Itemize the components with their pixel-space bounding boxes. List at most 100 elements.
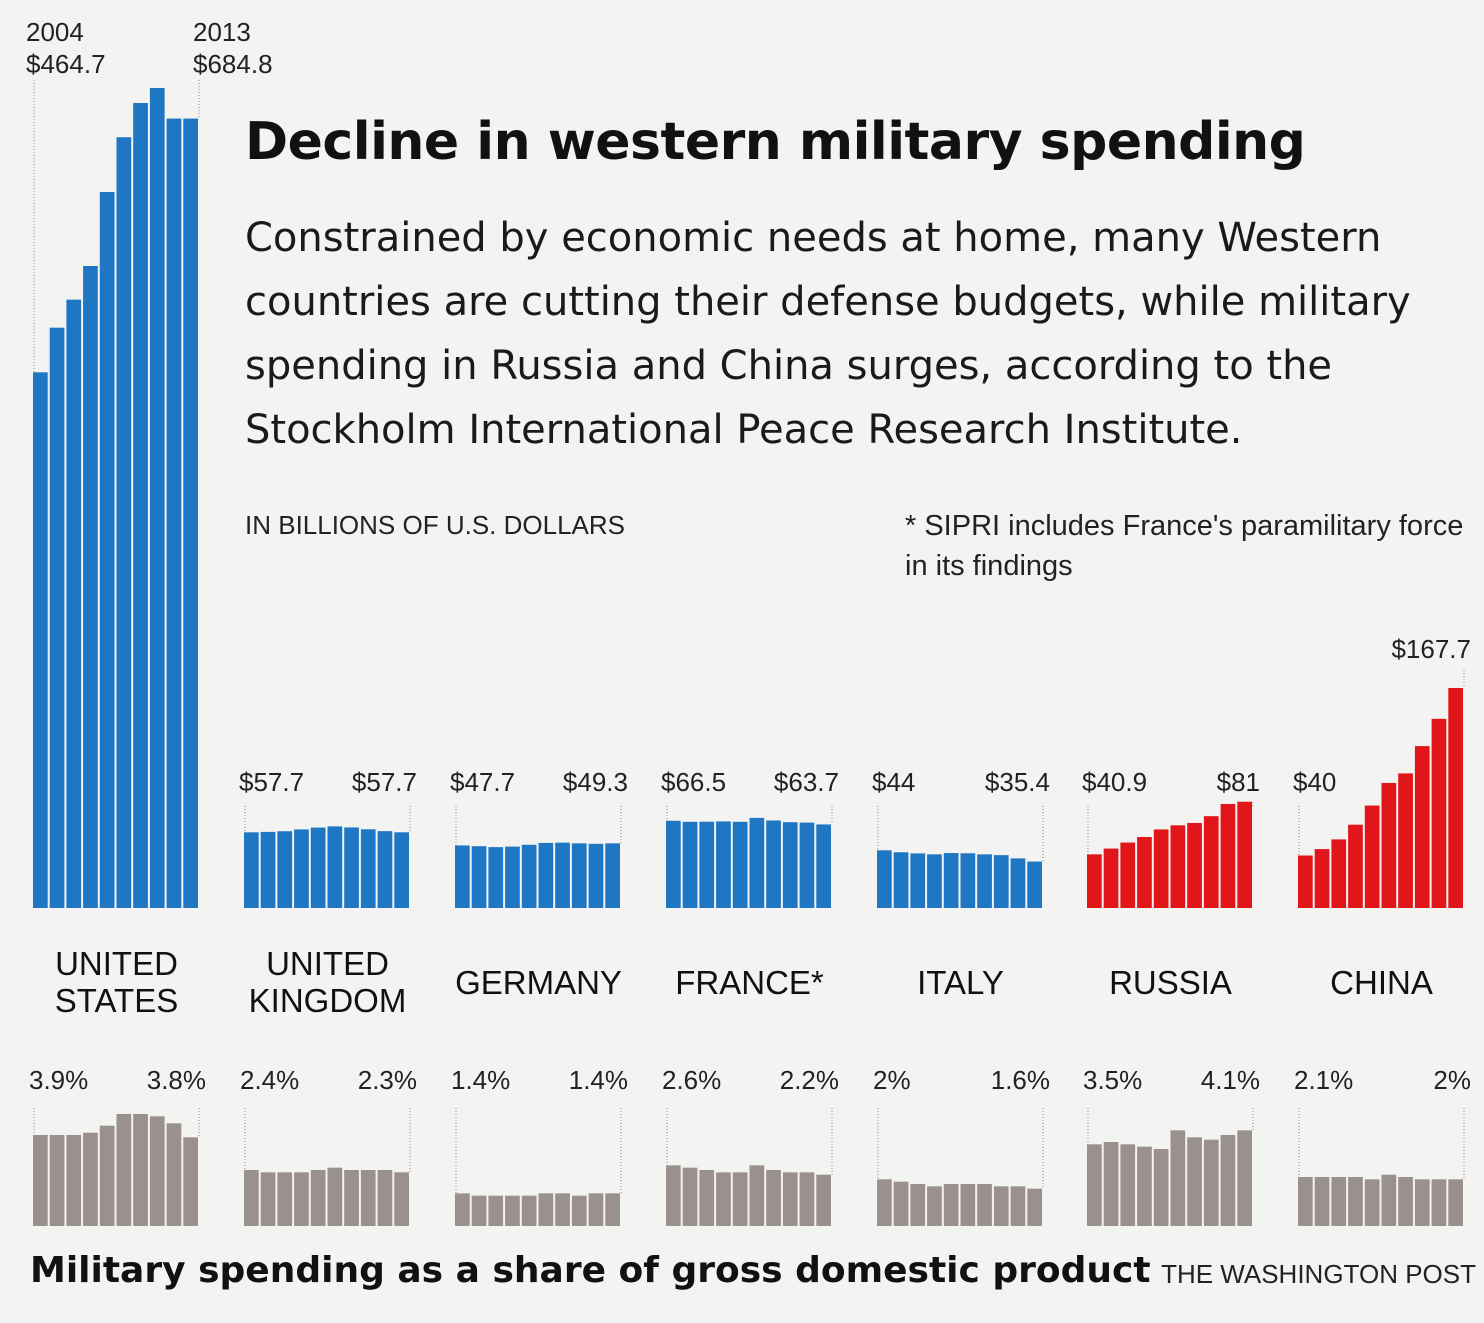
gdp-bar-china-2007 <box>1348 1177 1363 1226</box>
spending-bar-russia-2006 <box>1120 842 1136 908</box>
spending-bar-france-2007 <box>716 821 731 908</box>
gdp-bar-united-kingdom-2005 <box>260 1172 276 1226</box>
gdp-label-first: 2.4% <box>240 1065 299 1095</box>
spending-bar-germany-2013 <box>605 843 620 908</box>
gdp-bar-france-2007 <box>716 1172 731 1226</box>
gdp-bar-united-kingdom-2007 <box>294 1172 309 1226</box>
gdp-bar-russia-2005 <box>1103 1142 1119 1226</box>
country-label-line: STATES <box>55 982 178 1019</box>
gdp-bar-germany-2005 <box>471 1195 487 1226</box>
spending-bar-italy-2007 <box>927 854 942 908</box>
gdp-bar-france-2009 <box>749 1165 765 1226</box>
gdp-bar-united-kingdom-2004 <box>244 1170 259 1226</box>
spending-bar-germany-2004 <box>455 845 470 908</box>
country-label: ITALY <box>917 964 1004 1001</box>
gdp-bar-united-states-2012 <box>166 1123 182 1226</box>
spending-bar-italy-2013 <box>1027 861 1042 908</box>
gdp-bar-italy-2004 <box>877 1179 892 1226</box>
source-credit: THE WASHINGTON POST <box>1161 1259 1476 1289</box>
spending-bar-italy-2004 <box>877 850 892 908</box>
value-label-last: $49.3 <box>563 767 628 797</box>
value-label-last: $57.7 <box>352 767 417 797</box>
gdp-label-first: 2% <box>873 1065 911 1095</box>
value-label-last: $684.8 <box>193 49 273 79</box>
gdp-bar-united-states-2013 <box>183 1137 198 1226</box>
year-label-first: 2004 <box>26 17 84 47</box>
spending-bar-russia-2004 <box>1087 854 1102 908</box>
gdp-bar-france-2013 <box>816 1174 831 1226</box>
country-label: CHINA <box>1330 964 1433 1001</box>
gdp-bar-russia-2011 <box>1203 1139 1219 1226</box>
spending-bar-russia-2011 <box>1203 816 1219 908</box>
gdp-bar-united-states-2011 <box>149 1116 165 1226</box>
spending-bar-united-states-2010 <box>133 102 148 909</box>
gdp-bar-china-2005 <box>1314 1177 1330 1226</box>
gdp-label-first: 2.1% <box>1294 1065 1353 1095</box>
gdp-bar-united-states-2004 <box>33 1135 48 1226</box>
gdp-bar-italy-2008 <box>943 1184 959 1226</box>
gdp-bar-china-2010 <box>1398 1177 1413 1226</box>
spending-bar-italy-2011 <box>993 855 1009 908</box>
spending-bar-united-states-2011 <box>149 88 165 908</box>
spending-bar-russia-2005 <box>1103 848 1119 908</box>
gdp-label-last: 4.1% <box>1201 1065 1260 1095</box>
value-label-first: $44 <box>872 767 915 797</box>
spending-bar-united-kingdom-2005 <box>260 831 276 908</box>
gdp-bar-france-2006 <box>699 1170 715 1226</box>
gdp-bar-russia-2013 <box>1237 1130 1252 1226</box>
spending-bar-united-kingdom-2013 <box>394 832 409 908</box>
gdp-label-last: 1.4% <box>569 1065 628 1095</box>
gdp-label-first: 2.6% <box>662 1065 721 1095</box>
gdp-bar-united-kingdom-2010 <box>344 1170 359 1226</box>
gdp-bar-china-2013 <box>1448 1179 1463 1226</box>
gdp-bar-united-states-2007 <box>83 1132 98 1226</box>
gdp-bar-italy-2012 <box>1010 1186 1026 1226</box>
gdp-bar-china-2008 <box>1364 1179 1380 1226</box>
year-label-last: 2013 <box>193 17 251 47</box>
gdp-bar-germany-2012 <box>588 1193 604 1226</box>
spending-bar-united-states-2005 <box>49 327 65 908</box>
spending-bar-russia-2010 <box>1187 822 1202 908</box>
value-label-last: $35.4 <box>985 767 1050 797</box>
gdp-bar-china-2006 <box>1331 1177 1347 1226</box>
spending-bar-united-states-2007 <box>83 265 98 908</box>
gdp-label-last: 2.2% <box>780 1065 839 1095</box>
spending-bar-germany-2011 <box>571 843 587 908</box>
gdp-bar-united-kingdom-2013 <box>394 1172 409 1226</box>
spending-bar-italy-2010 <box>977 854 992 908</box>
gdp-label-first: 3.9% <box>29 1065 88 1095</box>
gdp-bar-united-kingdom-2008 <box>310 1170 326 1226</box>
spending-bar-united-kingdom-2008 <box>310 827 326 908</box>
spending-bar-united-states-2004 <box>33 372 48 908</box>
gdp-bar-france-2004 <box>666 1165 681 1226</box>
gdp-bar-russia-2012 <box>1220 1135 1236 1226</box>
value-label-first: $57.7 <box>239 767 304 797</box>
spending-bar-france-2004 <box>666 820 681 908</box>
spending-bar-russia-2008 <box>1153 829 1169 908</box>
gdp-bar-united-states-2006 <box>66 1135 82 1226</box>
gdp-bar-france-2008 <box>732 1172 748 1226</box>
gdp-bar-united-kingdom-2009 <box>327 1167 343 1226</box>
value-label-last: $81 <box>1217 767 1260 797</box>
gdp-bar-italy-2010 <box>977 1184 992 1226</box>
gdp-label-first: 3.5% <box>1083 1065 1142 1095</box>
gdp-bar-russia-2007 <box>1137 1146 1152 1226</box>
spending-bar-france-2005 <box>682 821 698 908</box>
chart-subtitle: Constrained by economic needs at home, m… <box>245 215 1411 453</box>
spending-bar-italy-2009 <box>960 853 976 908</box>
spending-bar-united-states-2009 <box>116 137 132 909</box>
gdp-bar-italy-2013 <box>1027 1188 1042 1226</box>
gdp-bar-united-states-2005 <box>49 1135 65 1226</box>
spending-bar-china-2006 <box>1331 839 1347 908</box>
spending-bar-germany-2005 <box>471 846 487 908</box>
spending-bar-united-states-2013 <box>183 118 198 909</box>
spending-bar-france-2006 <box>699 821 715 908</box>
spending-bar-germany-2009 <box>538 842 554 908</box>
gdp-section-title: Military spending as a share of gross do… <box>30 1250 1151 1291</box>
country-label: GERMANY <box>455 964 622 1001</box>
gdp-label-last: 2.3% <box>358 1065 417 1095</box>
spending-bar-france-2012 <box>799 822 815 908</box>
spending-bar-france-2008 <box>732 821 748 908</box>
gdp-bar-france-2011 <box>782 1172 798 1226</box>
